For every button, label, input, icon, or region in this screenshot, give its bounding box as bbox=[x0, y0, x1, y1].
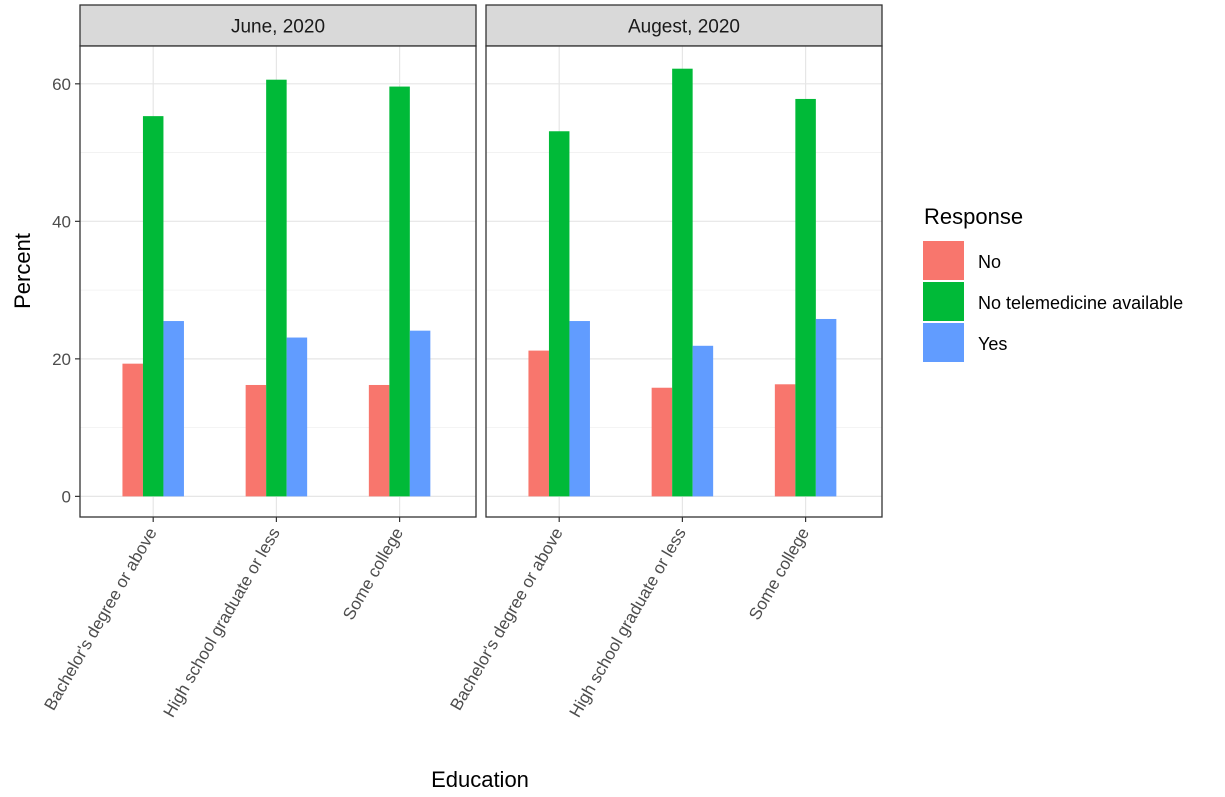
x-axis-title: Education bbox=[431, 767, 529, 792]
bar-yes-some-college bbox=[409, 330, 431, 497]
panel-border bbox=[485, 45, 883, 518]
bar-yes-bachelor-s-degree-or-above bbox=[569, 321, 590, 497]
bar-no-bachelor-s-degree-or-above bbox=[122, 363, 143, 497]
bar-yes-bachelor-s-degree-or-above bbox=[163, 321, 184, 497]
bar-no-telemedicine-available-some-college bbox=[389, 86, 410, 497]
x-tick-label: High school graduate or less bbox=[160, 525, 284, 721]
x-tick-label: Some college bbox=[339, 525, 407, 624]
legend-key-no bbox=[923, 241, 964, 280]
bar-no-telemedicine-available-bachelor-s-degree-or-above bbox=[142, 116, 164, 497]
panel-border bbox=[79, 45, 477, 518]
legend-title: Response bbox=[924, 204, 1023, 229]
bar-no-bachelor-s-degree-or-above bbox=[528, 350, 549, 497]
legend: Response No No telemedicine available Yes bbox=[923, 204, 1183, 362]
facet-title: June, 2020 bbox=[231, 17, 325, 38]
bar-no-telemedicine-available-high-school-graduate-or-less bbox=[672, 68, 693, 497]
facet-strip bbox=[79, 4, 477, 47]
y-axis-title: Percent bbox=[10, 233, 35, 309]
x-tick-label: Bachelor's degree or above bbox=[41, 525, 161, 714]
legend-label-yes: Yes bbox=[978, 334, 1007, 354]
legend-key-yes bbox=[923, 323, 964, 362]
bar-no-high-school-graduate-or-less bbox=[245, 384, 267, 497]
facet-panel-1: June, 2020 Bachelor's degree or above High… bbox=[41, 4, 477, 721]
bar-no-telemedicine-available-high-school-graduate-or-less bbox=[266, 79, 287, 497]
y-tick-label: 0 bbox=[62, 487, 71, 506]
legend-key-no-telemedicine-available bbox=[923, 282, 964, 321]
bar-no-telemedicine-available-bachelor-s-degree-or-above bbox=[548, 131, 570, 497]
bar-yes-high-school-graduate-or-less bbox=[692, 345, 714, 497]
y-tick-label: 20 bbox=[52, 350, 71, 369]
legend-label-no-telemedicine-available: No telemedicine available bbox=[978, 293, 1183, 313]
facet-strip bbox=[485, 4, 883, 47]
y-tick-label: 60 bbox=[52, 75, 71, 94]
bar-no-some-college bbox=[368, 384, 390, 497]
bar-no-high-school-graduate-or-less bbox=[651, 387, 673, 497]
facet-title: Augest, 2020 bbox=[628, 17, 740, 38]
bar-yes-high-school-graduate-or-less bbox=[286, 337, 308, 497]
bar-no-telemedicine-available-some-college bbox=[795, 98, 816, 497]
y-tick-label: 40 bbox=[52, 212, 71, 231]
legend-label-no: No bbox=[978, 252, 1001, 272]
bar-no-some-college bbox=[774, 384, 796, 497]
bar-yes-some-college bbox=[815, 318, 837, 497]
x-tick-label: Bachelor's degree or above bbox=[447, 525, 567, 714]
x-tick-label: High school graduate or less bbox=[566, 525, 690, 721]
x-tick-label: Some college bbox=[745, 525, 813, 624]
facet-panel-2: Augest, 2020 Bachelor's degree or above Hi… bbox=[447, 4, 883, 721]
